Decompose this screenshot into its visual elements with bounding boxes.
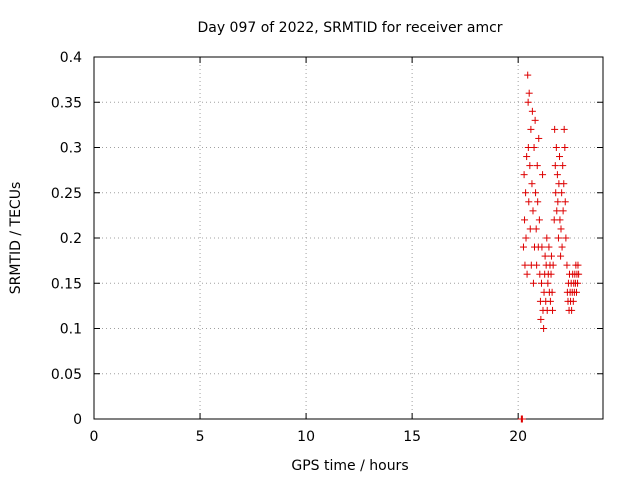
data-point	[528, 180, 536, 188]
data-point	[543, 234, 551, 242]
data-point	[574, 279, 582, 287]
data-point	[532, 189, 540, 197]
data-point	[553, 207, 561, 215]
data-point	[521, 216, 529, 224]
data-point	[529, 207, 537, 215]
data-point	[523, 153, 531, 161]
data-point	[553, 171, 561, 179]
data-point	[557, 252, 565, 260]
axis-ticks: 0 5 10 15 20 0 0.05 0.1 0.15 0.2 0.25 0.3 0.35 0.4	[51, 50, 603, 445]
data-point	[554, 198, 562, 206]
data-point	[526, 225, 534, 233]
data-point	[519, 243, 527, 251]
y-tick-label: 0.4	[60, 50, 82, 66]
data-point	[522, 189, 530, 197]
data-point	[552, 144, 560, 151]
data-point	[540, 325, 548, 332]
data-point	[559, 162, 567, 170]
data-point	[525, 89, 533, 97]
y-tick-label: 0.05	[51, 367, 82, 383]
y-tick-label: 0	[73, 412, 82, 428]
data-point	[559, 207, 567, 215]
data-point	[528, 107, 536, 115]
chart-title: Day 097 of 2022, SRMTID for receiver amc…	[197, 20, 502, 36]
data-point	[533, 261, 541, 269]
y-tick-label: 0.35	[51, 95, 82, 111]
data-point	[527, 125, 535, 133]
data-point	[547, 270, 555, 278]
data-point	[537, 315, 545, 323]
data-point	[523, 270, 531, 278]
x-tick-label: 0	[90, 429, 99, 445]
data-points	[517, 71, 583, 423]
data-point	[538, 243, 546, 251]
y-tick-label: 0.25	[51, 186, 82, 202]
data-point	[560, 125, 568, 133]
data-point	[544, 279, 552, 287]
data-point	[521, 261, 529, 269]
data-point	[522, 234, 530, 242]
data-point	[539, 171, 547, 179]
data-point	[574, 261, 582, 269]
data-point	[546, 297, 554, 305]
y-tick-label: 0.1	[60, 322, 82, 338]
x-tick-label: 20	[509, 429, 527, 445]
data-point	[572, 288, 580, 296]
data-point	[533, 162, 541, 170]
data-point	[531, 116, 539, 124]
data-point	[535, 216, 543, 224]
data-point	[557, 225, 565, 233]
data-point	[537, 279, 545, 287]
data-point	[541, 252, 549, 260]
data-point	[534, 198, 542, 206]
data-point	[552, 189, 560, 197]
data-point	[560, 180, 568, 188]
data-point	[561, 144, 569, 151]
data-point	[556, 153, 564, 161]
data-point	[520, 171, 528, 179]
data-point	[545, 243, 553, 251]
data-point	[554, 234, 562, 242]
data-point	[575, 270, 583, 278]
data-point	[558, 243, 566, 251]
data-point	[569, 297, 577, 305]
data-point	[518, 415, 526, 423]
data-point	[556, 216, 564, 224]
data-point	[526, 162, 534, 170]
data-point	[529, 279, 537, 287]
y-axis-label: SRMTID / TECUs	[8, 182, 24, 295]
data-point	[525, 198, 533, 206]
grid-lines	[94, 57, 603, 419]
data-point	[551, 125, 559, 133]
data-point	[549, 306, 557, 314]
x-axis-label: GPS time / hours	[291, 458, 408, 474]
data-point	[524, 71, 532, 79]
y-tick-label: 0.3	[60, 141, 82, 157]
x-tick-label: 15	[403, 429, 421, 445]
y-tick-label: 0.2	[60, 231, 82, 247]
data-point	[561, 198, 569, 206]
data-point	[563, 261, 571, 269]
data-point	[530, 144, 538, 151]
data-point	[558, 189, 566, 197]
data-point	[532, 225, 540, 233]
data-point	[551, 162, 559, 170]
data-point	[524, 98, 532, 106]
data-point	[547, 252, 555, 260]
y-tick-label: 0.15	[51, 276, 82, 292]
x-tick-label: 5	[196, 429, 205, 445]
data-point	[562, 234, 570, 242]
data-point	[548, 288, 556, 296]
data-point	[568, 306, 576, 314]
x-tick-label: 10	[297, 429, 315, 445]
data-point	[535, 134, 543, 142]
data-point	[549, 261, 557, 269]
